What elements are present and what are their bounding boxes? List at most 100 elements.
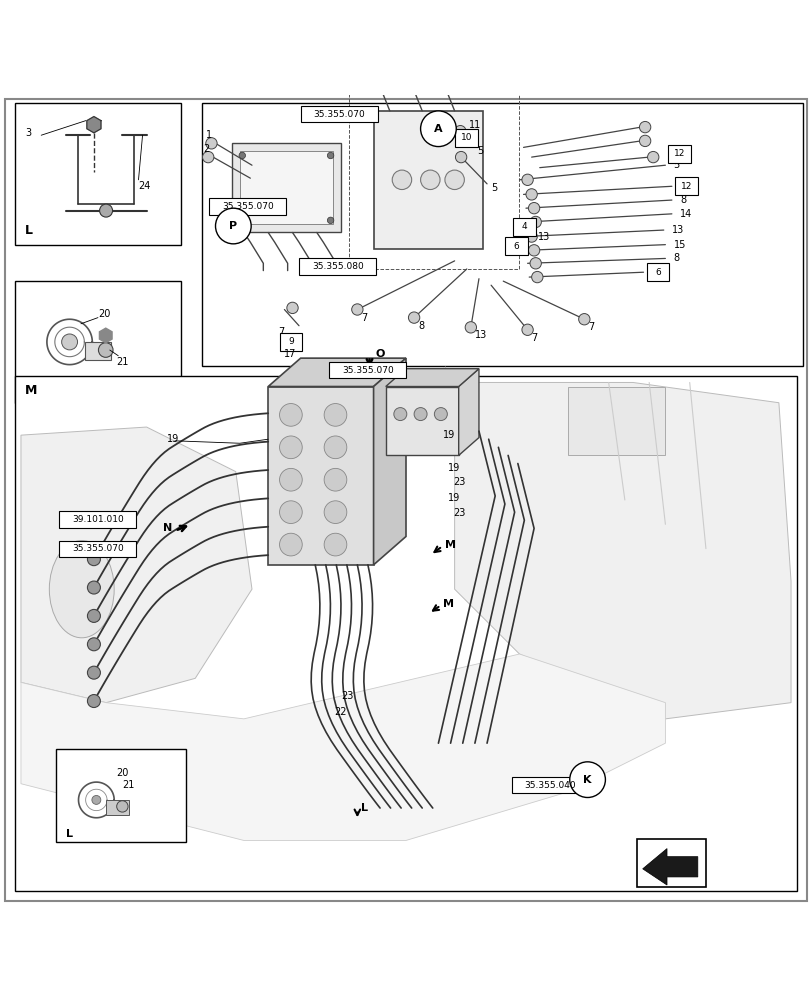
Circle shape bbox=[530, 216, 541, 228]
Polygon shape bbox=[87, 117, 101, 133]
Bar bbox=[373, 111, 483, 249]
Text: 1: 1 bbox=[205, 130, 212, 140]
Text: 11: 11 bbox=[469, 120, 481, 130]
Text: O: O bbox=[375, 349, 384, 359]
Text: 8: 8 bbox=[672, 253, 679, 263]
Circle shape bbox=[393, 408, 406, 421]
Text: K: K bbox=[582, 775, 591, 785]
Text: 24: 24 bbox=[139, 181, 151, 191]
Text: 35.355.070: 35.355.070 bbox=[341, 366, 393, 375]
Circle shape bbox=[420, 170, 440, 190]
Circle shape bbox=[324, 404, 346, 426]
Text: 35.355.070: 35.355.070 bbox=[313, 110, 365, 119]
Text: L: L bbox=[361, 803, 368, 813]
Polygon shape bbox=[21, 654, 664, 840]
Circle shape bbox=[521, 324, 533, 335]
Circle shape bbox=[528, 203, 539, 214]
Circle shape bbox=[324, 533, 346, 556]
Text: 13: 13 bbox=[671, 225, 684, 235]
Text: 35.355.040: 35.355.040 bbox=[524, 781, 575, 790]
Text: 22: 22 bbox=[334, 707, 347, 717]
Circle shape bbox=[434, 408, 447, 421]
Circle shape bbox=[455, 151, 466, 163]
Bar bbox=[15, 376, 796, 891]
Polygon shape bbox=[568, 387, 664, 455]
Circle shape bbox=[279, 436, 302, 459]
Circle shape bbox=[100, 204, 113, 217]
Circle shape bbox=[279, 468, 302, 491]
Text: 19: 19 bbox=[448, 463, 460, 473]
Text: N: N bbox=[163, 523, 172, 533]
Bar bbox=[59, 511, 136, 528]
Circle shape bbox=[454, 125, 466, 137]
Text: 35.355.080: 35.355.080 bbox=[311, 262, 363, 271]
Bar bbox=[513, 218, 535, 236]
Text: A: A bbox=[434, 124, 442, 134]
Circle shape bbox=[531, 271, 543, 283]
Text: 23: 23 bbox=[453, 477, 465, 487]
Circle shape bbox=[238, 217, 245, 224]
Text: 39.101.010: 39.101.010 bbox=[72, 515, 124, 524]
Text: 6: 6 bbox=[654, 268, 660, 277]
Text: 19: 19 bbox=[167, 434, 179, 444]
Circle shape bbox=[528, 245, 539, 256]
Circle shape bbox=[238, 152, 245, 159]
Bar bbox=[59, 541, 136, 557]
Text: M: M bbox=[25, 384, 37, 397]
Text: 7: 7 bbox=[361, 313, 367, 323]
Circle shape bbox=[117, 801, 128, 812]
Text: 2: 2 bbox=[203, 144, 209, 154]
Text: 6: 6 bbox=[513, 242, 518, 251]
Text: 15: 15 bbox=[672, 240, 685, 250]
Circle shape bbox=[414, 408, 427, 421]
Bar bbox=[504, 237, 527, 255]
Text: 9: 9 bbox=[288, 337, 294, 346]
Polygon shape bbox=[385, 387, 458, 455]
Circle shape bbox=[327, 152, 333, 159]
Text: L: L bbox=[25, 224, 33, 237]
Bar bbox=[301, 106, 378, 122]
Circle shape bbox=[324, 436, 346, 459]
Polygon shape bbox=[385, 369, 478, 387]
Circle shape bbox=[639, 135, 650, 147]
Polygon shape bbox=[99, 328, 112, 343]
Text: L: L bbox=[66, 829, 72, 839]
Text: 10: 10 bbox=[461, 133, 472, 142]
Text: 12: 12 bbox=[672, 149, 684, 158]
Circle shape bbox=[444, 170, 464, 190]
Bar bbox=[511, 777, 588, 793]
Text: 19: 19 bbox=[442, 430, 454, 440]
Circle shape bbox=[327, 217, 333, 224]
Bar bbox=[279, 333, 302, 351]
Text: M: M bbox=[444, 540, 455, 550]
Text: 21: 21 bbox=[122, 780, 135, 790]
Text: 21: 21 bbox=[117, 357, 129, 367]
Polygon shape bbox=[231, 143, 341, 232]
Circle shape bbox=[88, 695, 101, 708]
Text: 5: 5 bbox=[477, 146, 483, 156]
Circle shape bbox=[526, 189, 537, 200]
Text: 7: 7 bbox=[531, 333, 537, 343]
Text: 5: 5 bbox=[491, 183, 497, 193]
Polygon shape bbox=[454, 382, 790, 719]
Polygon shape bbox=[21, 427, 251, 703]
Circle shape bbox=[526, 231, 537, 242]
Text: 23: 23 bbox=[341, 691, 353, 701]
Polygon shape bbox=[642, 849, 697, 885]
Circle shape bbox=[408, 312, 419, 323]
Circle shape bbox=[392, 170, 411, 190]
Bar bbox=[15, 103, 181, 245]
Circle shape bbox=[324, 468, 346, 491]
Circle shape bbox=[62, 334, 77, 350]
Bar bbox=[455, 129, 478, 147]
Bar bbox=[299, 258, 376, 275]
Circle shape bbox=[639, 121, 650, 133]
Circle shape bbox=[324, 501, 346, 524]
Circle shape bbox=[530, 258, 541, 269]
Bar bbox=[646, 263, 668, 281]
Circle shape bbox=[286, 302, 298, 314]
Text: 5: 5 bbox=[672, 160, 679, 170]
Text: 7: 7 bbox=[277, 327, 284, 337]
Circle shape bbox=[88, 666, 101, 679]
Circle shape bbox=[420, 111, 456, 147]
